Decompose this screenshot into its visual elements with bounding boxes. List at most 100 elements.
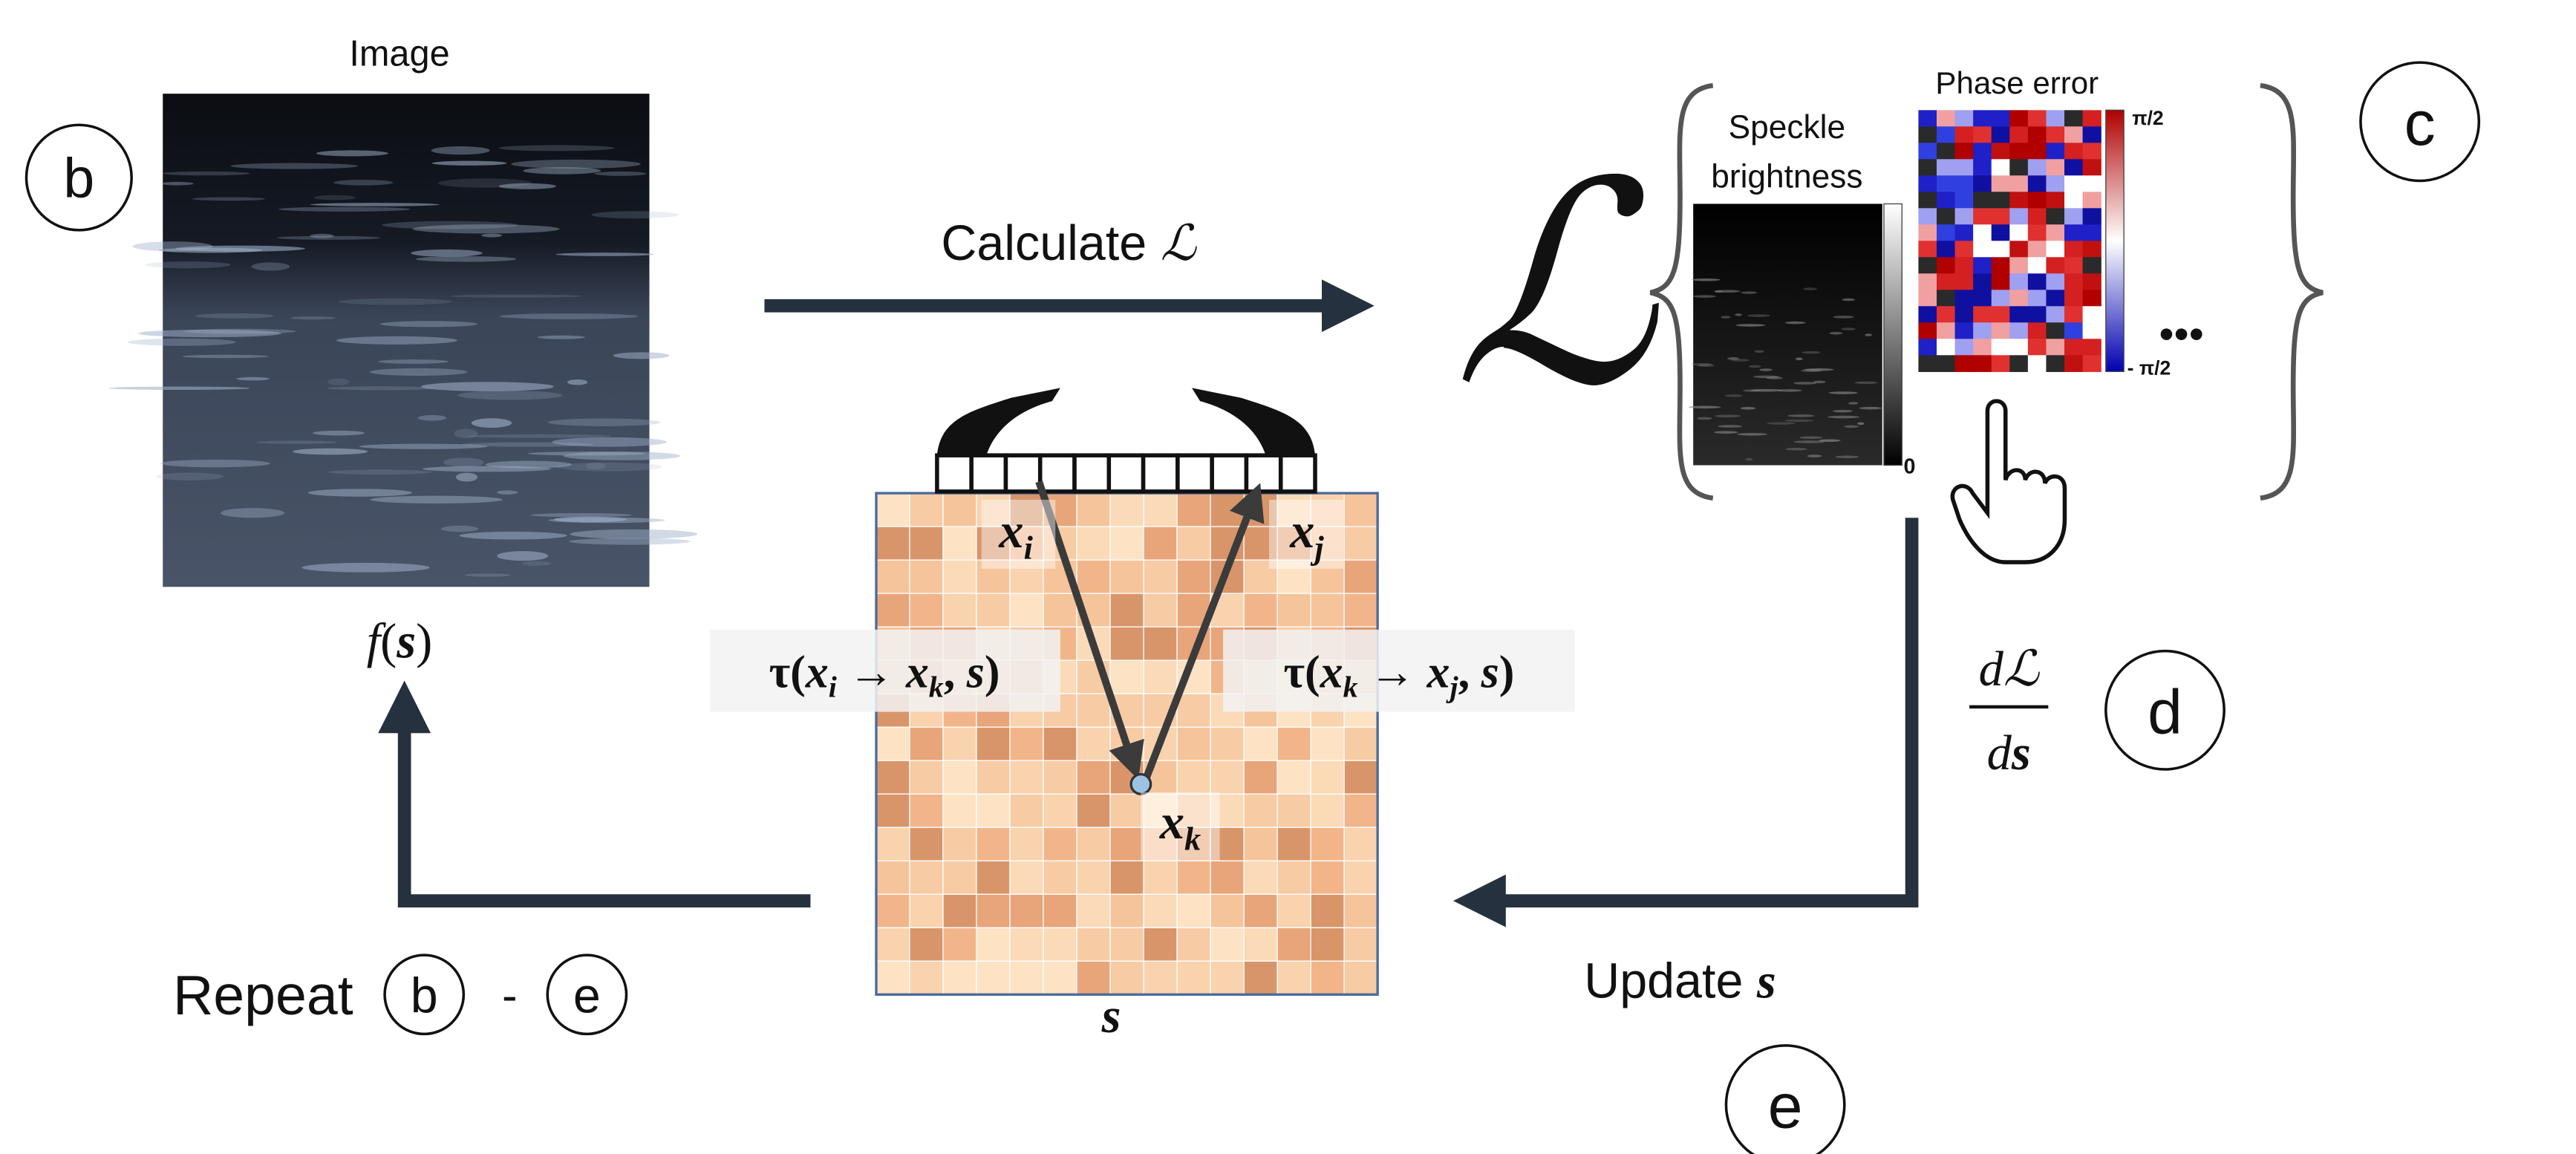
phase-cell [2028,126,2047,143]
map-cell [1311,827,1344,861]
streak [160,460,270,467]
phase-cell [1918,339,1937,356]
caption-part: ) [416,614,432,668]
element [1212,455,1246,492]
phase-cell [2064,273,2083,290]
map-cell [1144,593,1177,627]
map-cell [876,794,910,827]
phase-heatmap [1918,110,2101,372]
map-cell [910,593,943,627]
phase-cell [2083,306,2101,323]
streak [175,246,305,252]
label-part: x [1320,647,1343,697]
speckle-label: brightness [1711,158,1862,195]
map-cell [1144,660,1177,694]
speckle-dot [1807,454,1822,457]
phase-cell [2064,126,2083,143]
label-part: ) [985,647,1000,697]
map-cell [1144,627,1177,660]
phase-cell [2009,159,2028,176]
phase-cell [1973,159,1992,176]
streak [438,178,532,188]
right-brace [2260,85,2323,498]
map-label: s [1101,989,1121,1043]
streak [418,415,446,421]
map-cell [1077,861,1110,894]
speckle-dot [1787,414,1815,417]
streak [538,336,585,339]
phase-cell [1918,257,1937,274]
speckle-label: Speckle [1729,109,1845,146]
phase-cell [1937,175,1955,192]
denominator-part: s [2011,726,2031,780]
map-cell [910,861,943,894]
map-cell [1144,560,1177,593]
speckle-dot [1785,322,1806,325]
phase-cell [2009,241,2028,258]
map-cell [1311,794,1344,827]
speckle-dot [1737,433,1767,436]
streak [333,180,393,186]
phase-cell [2046,159,2064,176]
phase-cell [2028,224,2047,241]
label-part: k [1343,671,1358,704]
phase-cell [1955,110,1974,127]
map-cell [876,894,910,928]
map-cell [1077,727,1110,760]
phase-cell [1992,355,2010,372]
streak [459,532,567,539]
phase-cell [2083,110,2101,127]
map-cell [1010,593,1043,627]
streak [336,336,457,345]
map-cell [876,560,910,593]
map-cell [1110,560,1144,593]
map-cell [1311,593,1344,627]
streak [382,221,518,229]
phase-cell [1992,322,2010,339]
repeat-arrow [405,707,811,901]
map-cell [1144,928,1177,961]
speckle-dot [1859,407,1882,410]
streak [195,313,274,319]
streak [569,538,690,545]
streak [145,261,231,268]
label-part: k [1184,821,1201,857]
phase-cell [2046,224,2064,241]
streak [498,145,614,151]
speckle-dot [1693,295,1716,298]
map-cell [1077,694,1110,727]
label-part: i [829,671,837,704]
phase-cell [2064,159,2083,176]
streak [256,440,337,443]
map-cell [1043,593,1077,627]
speckle-dot [1785,420,1814,423]
phase-cell [1955,322,1974,339]
phase-cell [1973,273,1992,290]
speckle-dot [1749,365,1761,368]
phase-cell [1918,273,1937,290]
phase-cell [1955,143,1974,160]
label-part: k [929,671,944,704]
streak [497,490,518,494]
phase-cell [1937,355,1955,372]
streak [252,262,290,270]
streak [555,252,654,256]
phase-cell [2083,339,2101,356]
phase-cell [1973,110,1992,127]
streak [277,236,380,240]
map-cell [1177,961,1210,994]
streak [108,387,250,391]
badge-label: d [2148,677,2182,746]
streak [570,529,698,539]
phase-cell [1955,126,1974,143]
map-cell [1277,861,1311,894]
label-part: i [1024,530,1034,567]
streak [182,355,269,359]
speckle-dot [1848,402,1858,405]
map-cell [1144,894,1177,928]
phase-cell [1992,273,2010,290]
map-cell [910,894,943,928]
map-cell [876,527,910,560]
map-cell [910,827,943,861]
phase-cell [1918,224,1937,241]
